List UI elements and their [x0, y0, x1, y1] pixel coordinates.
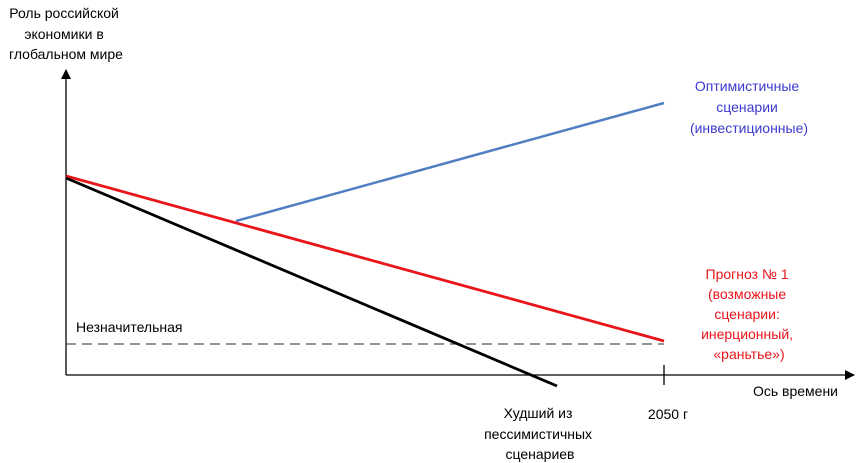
x-axis-title: Ось времени [753, 383, 838, 399]
optimistic-scenario-label: Оптимистичные сценарии (инвестиционные) [690, 78, 808, 136]
x-tick-label-2050: 2050 г [648, 406, 688, 422]
forecast-scenario-line [65, 174, 665, 343]
optimistic-scenario-line [235, 101, 665, 223]
y-axis-title: Роль российской экономики в глобальном м… [9, 5, 123, 62]
worst-scenario-label: Худший из пессимистичных сценариев [484, 405, 596, 462]
forecast-scenario-label: Прогноз № 1 (возможные сценарии: инерцио… [701, 266, 797, 362]
threshold-label: Незначительная [76, 319, 182, 335]
worst-scenario-line [65, 176, 558, 388]
